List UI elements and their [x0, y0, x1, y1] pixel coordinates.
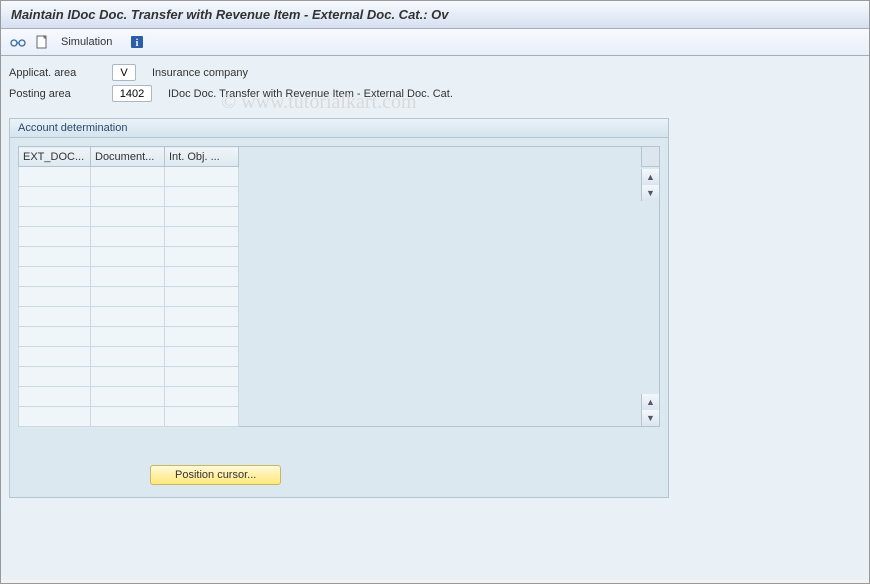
table-cell[interactable]: [91, 187, 165, 207]
table-row[interactable]: [19, 167, 239, 187]
column-header[interactable]: Document...: [91, 147, 165, 167]
table-row[interactable]: [19, 207, 239, 227]
scroll-up-icon[interactable]: ▲: [641, 169, 659, 185]
table-cell[interactable]: [165, 187, 239, 207]
table-cell[interactable]: [165, 347, 239, 367]
panel-title: Account determination: [10, 119, 668, 138]
table-cell[interactable]: [165, 367, 239, 387]
table-cell[interactable]: [165, 327, 239, 347]
table-cell[interactable]: [91, 287, 165, 307]
svg-text:i: i: [136, 38, 139, 49]
table-row[interactable]: [19, 327, 239, 347]
grid-scroll-area: ▲ ▼ ▲ ▼: [239, 146, 660, 427]
table-cell[interactable]: [165, 207, 239, 227]
table-cell[interactable]: [19, 267, 91, 287]
simulation-button[interactable]: Simulation: [57, 34, 116, 50]
info-icon[interactable]: i: [128, 33, 146, 51]
applicat-area-label: Applicat. area: [9, 67, 104, 79]
table-cell[interactable]: [91, 227, 165, 247]
table-cell[interactable]: [19, 287, 91, 307]
table-cell[interactable]: [165, 287, 239, 307]
applicat-area-input[interactable]: [112, 64, 136, 81]
table-row[interactable]: [19, 307, 239, 327]
table-cell[interactable]: [165, 227, 239, 247]
table-cell[interactable]: [165, 267, 239, 287]
table-cell[interactable]: [165, 407, 239, 427]
table-cell[interactable]: [91, 347, 165, 367]
glasses-icon[interactable]: [9, 33, 27, 51]
table-cell[interactable]: [165, 387, 239, 407]
table-cell[interactable]: [19, 167, 91, 187]
table-cell[interactable]: [165, 167, 239, 187]
window-title: Maintain IDoc Doc. Transfer with Revenue…: [1, 1, 869, 29]
applicat-area-desc: Insurance company: [144, 67, 248, 79]
posting-area-label: Posting area: [9, 88, 104, 100]
content-area: © www.tutorialkart.com Applicat. area In…: [1, 56, 869, 580]
new-page-icon[interactable]: [33, 33, 51, 51]
table-row[interactable]: [19, 387, 239, 407]
table-row[interactable]: [19, 227, 239, 247]
table-cell[interactable]: [91, 307, 165, 327]
table-cell[interactable]: [91, 407, 165, 427]
table-cell[interactable]: [91, 207, 165, 227]
table-cell[interactable]: [19, 407, 91, 427]
table-cell[interactable]: [165, 247, 239, 267]
table-row[interactable]: [19, 267, 239, 287]
table-cell[interactable]: [91, 367, 165, 387]
grid-corner: [641, 147, 659, 167]
account-determination-panel: Account determination EXT_DOC...Document…: [9, 118, 669, 498]
position-cursor-button[interactable]: Position cursor...: [150, 465, 281, 485]
table-row[interactable]: [19, 287, 239, 307]
table-cell[interactable]: [91, 327, 165, 347]
posting-area-input[interactable]: [112, 85, 152, 102]
table-row[interactable]: [19, 247, 239, 267]
account-table[interactable]: EXT_DOC...Document...Int. Obj. ...: [18, 146, 239, 427]
scroll-up2-icon[interactable]: ▲: [641, 394, 659, 410]
table-cell[interactable]: [19, 187, 91, 207]
table-cell[interactable]: [19, 227, 91, 247]
table-row[interactable]: [19, 347, 239, 367]
table-cell[interactable]: [19, 367, 91, 387]
posting-area-desc: IDoc Doc. Transfer with Revenue Item - E…: [160, 88, 453, 100]
table-cell[interactable]: [19, 247, 91, 267]
column-header[interactable]: EXT_DOC...: [19, 147, 91, 167]
table-cell[interactable]: [19, 207, 91, 227]
table-cell[interactable]: [91, 167, 165, 187]
table-cell[interactable]: [91, 387, 165, 407]
table-cell[interactable]: [19, 307, 91, 327]
table-row[interactable]: [19, 187, 239, 207]
table-row[interactable]: [19, 367, 239, 387]
scroll-down2-icon[interactable]: ▼: [641, 410, 659, 426]
column-header[interactable]: Int. Obj. ...: [165, 147, 239, 167]
toolbar: Simulation i: [1, 29, 869, 56]
table-cell[interactable]: [165, 307, 239, 327]
scroll-down-icon[interactable]: ▼: [641, 185, 659, 201]
table-cell[interactable]: [19, 327, 91, 347]
table-cell[interactable]: [91, 247, 165, 267]
table-cell[interactable]: [19, 387, 91, 407]
table-cell[interactable]: [19, 347, 91, 367]
table-cell[interactable]: [91, 267, 165, 287]
table-row[interactable]: [19, 407, 239, 427]
